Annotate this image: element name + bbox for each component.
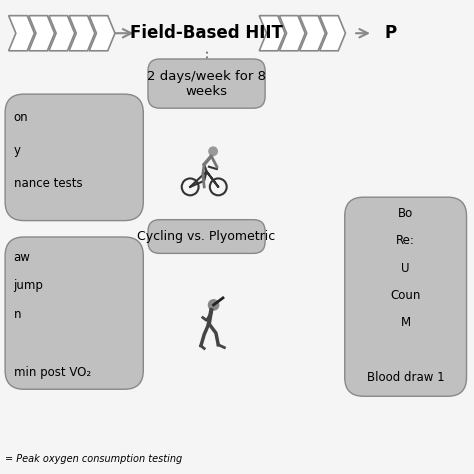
Text: P: P bbox=[384, 24, 397, 42]
Text: Coun: Coun bbox=[391, 289, 421, 302]
Polygon shape bbox=[9, 16, 35, 51]
Polygon shape bbox=[259, 16, 285, 51]
Text: min post VO₂: min post VO₂ bbox=[14, 365, 91, 379]
Text: Blood draw 1: Blood draw 1 bbox=[367, 371, 445, 383]
Circle shape bbox=[209, 300, 219, 310]
Text: jump: jump bbox=[14, 279, 44, 292]
FancyBboxPatch shape bbox=[148, 59, 265, 108]
Text: n: n bbox=[14, 308, 21, 321]
FancyBboxPatch shape bbox=[5, 94, 143, 220]
FancyBboxPatch shape bbox=[345, 197, 466, 396]
Polygon shape bbox=[300, 16, 325, 51]
Polygon shape bbox=[29, 16, 55, 51]
Text: M: M bbox=[401, 316, 410, 329]
Text: U: U bbox=[401, 262, 410, 274]
Text: y: y bbox=[14, 144, 20, 157]
Circle shape bbox=[209, 147, 217, 155]
Text: Cycling vs. Plyometric: Cycling vs. Plyometric bbox=[137, 230, 276, 243]
Text: 2 days/week for 8
weeks: 2 days/week for 8 weeks bbox=[147, 70, 266, 98]
Polygon shape bbox=[279, 16, 305, 51]
Polygon shape bbox=[89, 16, 115, 51]
Polygon shape bbox=[49, 16, 75, 51]
Text: Field-Based HIIT: Field-Based HIIT bbox=[130, 24, 283, 42]
Text: aw: aw bbox=[14, 251, 30, 264]
Text: nance tests: nance tests bbox=[14, 177, 82, 191]
FancyBboxPatch shape bbox=[148, 219, 265, 254]
Text: on: on bbox=[14, 111, 28, 124]
Polygon shape bbox=[69, 16, 95, 51]
Text: = Peak oxygen consumption testing: = Peak oxygen consumption testing bbox=[5, 454, 182, 464]
FancyBboxPatch shape bbox=[5, 237, 143, 389]
Text: Re:: Re: bbox=[396, 234, 415, 247]
Text: Bo: Bo bbox=[398, 207, 413, 220]
Polygon shape bbox=[319, 16, 346, 51]
